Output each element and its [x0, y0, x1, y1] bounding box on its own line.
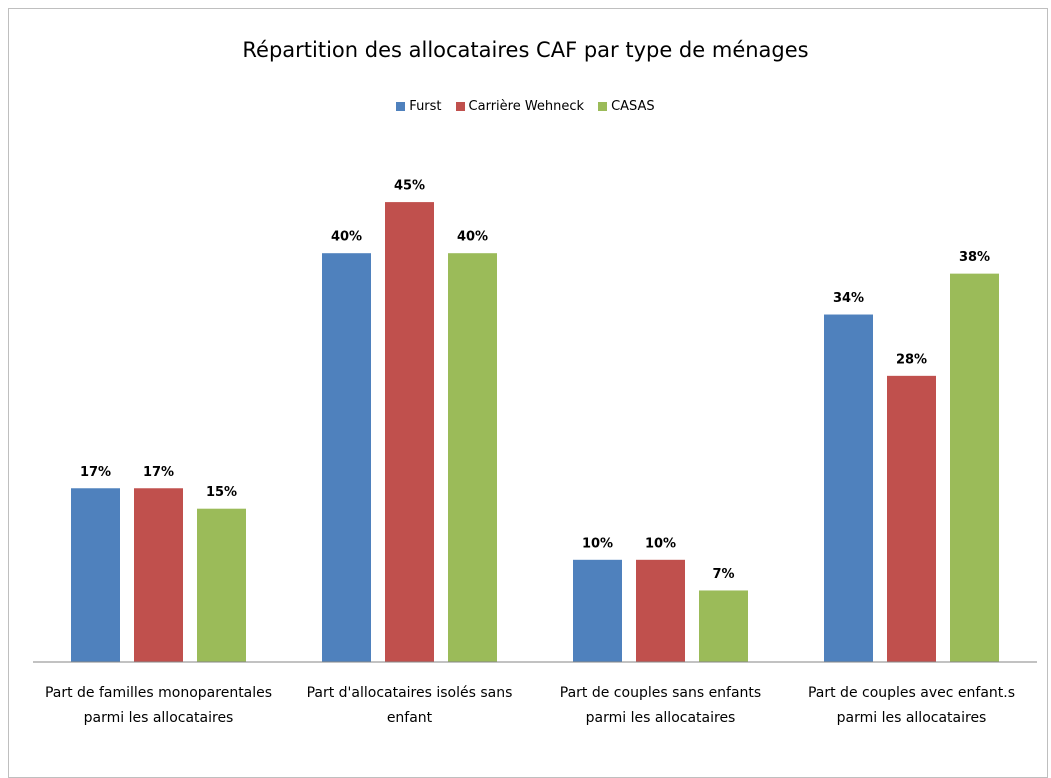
x-tick-label: Part de familles monoparentales parmi le…: [44, 685, 273, 726]
data-label: 34%: [833, 291, 864, 306]
data-label: 17%: [143, 465, 174, 480]
bar: [71, 488, 120, 662]
data-label: 45%: [394, 179, 425, 194]
data-label: 15%: [206, 485, 237, 500]
bar: [134, 488, 183, 662]
bar: [197, 508, 246, 662]
bar: [824, 314, 873, 662]
bar: [699, 590, 748, 662]
legend-label: Carrière Wehneck: [468, 99, 585, 114]
bar: [448, 253, 497, 662]
data-label: 40%: [331, 230, 362, 245]
legend-item: Furst: [396, 99, 442, 114]
bar: [322, 253, 371, 662]
legend-item: CASAS: [598, 99, 655, 114]
data-label: 10%: [645, 536, 676, 551]
x-tick-label: Part d'allocataires isolés sans enfant: [306, 685, 513, 726]
chart-title: Répartition des allocataires CAF par typ…: [242, 38, 809, 62]
x-tick-label: Part de couples avec enfant.s parmi les …: [807, 685, 1016, 726]
bar: [385, 202, 434, 662]
data-label: 17%: [80, 465, 111, 480]
legend-label: CASAS: [611, 99, 655, 114]
data-label: 10%: [582, 536, 613, 551]
legend-swatch: [455, 102, 465, 111]
data-label: 38%: [959, 250, 990, 265]
legend-swatch: [598, 102, 608, 111]
bar: [636, 559, 685, 662]
data-label: 7%: [712, 567, 734, 582]
legend-swatch: [396, 102, 406, 111]
data-label: 28%: [896, 352, 927, 367]
legend-label: Furst: [409, 99, 442, 114]
legend-item: Carrière Wehneck: [455, 99, 585, 114]
bar: [950, 273, 999, 662]
bar: [887, 375, 936, 662]
bar: [573, 559, 622, 662]
data-label: 40%: [457, 230, 488, 245]
legend: Furst Carrière Wehneck CASAS: [0, 99, 1051, 114]
x-tick-label: Part de couples sans enfants parmi les a…: [559, 685, 762, 726]
